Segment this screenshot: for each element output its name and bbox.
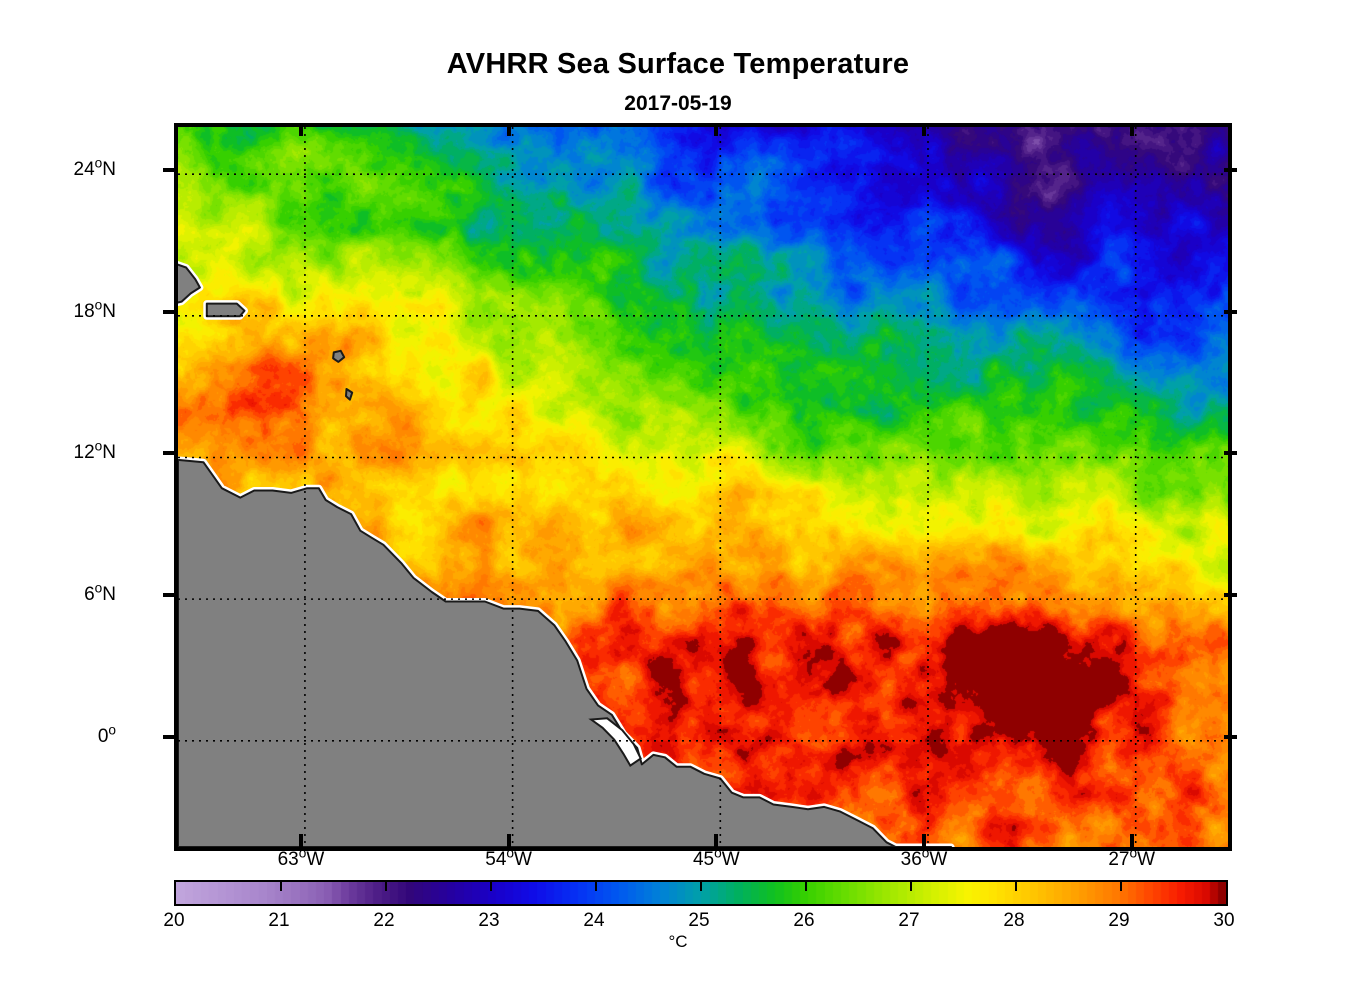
page-subtitle-date: 2017-05-19 — [624, 92, 732, 115]
x-axis-tick-mark-bottom — [506, 834, 511, 847]
colorbar-tick-mark — [490, 882, 492, 891]
x-axis-tick-mark-top — [714, 123, 719, 136]
colorbar-tick-mark — [1120, 882, 1122, 891]
y-axis-tick-label: 24oN — [73, 155, 116, 181]
colorbar-tick-label: 20 — [163, 910, 185, 931]
landmass-hispaniola — [178, 263, 201, 304]
colorbar-tick-mark — [700, 882, 702, 891]
landmass-puerto-rico — [205, 302, 246, 318]
y-axis-tick-mark — [163, 168, 176, 173]
x-axis-tick-mark-bottom — [298, 834, 303, 847]
colorbar-tick-mark — [280, 882, 282, 891]
x-axis-tick-label: 27oW — [1108, 845, 1156, 870]
colorbar-unit-label: °C — [668, 932, 688, 951]
y-axis-tick-label: 18oN — [73, 297, 116, 322]
colorbar-tick-label: 28 — [1003, 910, 1025, 931]
y-axis-tick-mark-right — [1224, 734, 1237, 739]
colorbar-tick-label: 25 — [688, 910, 710, 931]
colorbar-tick-mark — [805, 882, 807, 891]
y-axis-tick-mark — [163, 309, 176, 314]
y-axis-tick-label: 12oN — [73, 439, 116, 464]
x-axis-tick-mark-bottom — [714, 834, 719, 847]
y-axis-tick-mark — [163, 593, 176, 598]
colorbar-tick-label: 26 — [793, 910, 815, 931]
x-axis-tick-mark-bottom — [922, 834, 926, 847]
y-axis-tick-mark — [163, 451, 176, 456]
colorbar[interactable] — [174, 880, 1228, 906]
colorbar-gradient — [176, 882, 1226, 904]
landmass-guadeloupe — [332, 349, 346, 363]
map-plot-area[interactable] — [174, 123, 1232, 851]
x-axis-tick-mark-top — [1129, 123, 1134, 136]
x-axis-tick-label: 54oW — [485, 845, 532, 870]
y-axis-tick-mark-right — [1224, 593, 1237, 598]
colorbar-tick-label: 24 — [583, 910, 605, 931]
colorbar-tick-mark — [385, 882, 387, 891]
colorbar-tick-mark — [910, 882, 912, 891]
landmass-south-america — [178, 458, 953, 847]
colorbar-tick-label: 23 — [478, 910, 500, 931]
land-mask-layer — [178, 260, 955, 847]
x-axis-tick-label: 36oW — [900, 845, 948, 870]
landmass-martinique — [345, 388, 354, 401]
map-clip — [178, 127, 1228, 847]
x-axis-tick-mark-bottom — [1129, 834, 1134, 847]
colorbar-tick-mark — [595, 882, 597, 891]
x-axis-tick-label: 63oW — [277, 845, 325, 870]
amazon-estuary — [588, 717, 642, 768]
colorbar-tick-label: 21 — [268, 910, 290, 931]
colorbar-tick-label: 29 — [1108, 910, 1130, 931]
colorbar-tick-label: 30 — [1213, 910, 1235, 931]
y-axis-tick-label: 6oN — [84, 580, 116, 606]
colorbar-tick-label: 27 — [898, 910, 920, 931]
y-axis-tick-mark-right — [1224, 309, 1237, 314]
x-axis-tick-mark-top — [298, 123, 303, 136]
x-axis-tick-label: 45oW — [692, 845, 740, 870]
colorbar-tick-mark — [1015, 882, 1017, 891]
x-axis-tick-mark-top — [922, 123, 926, 136]
y-axis-tick-mark-right — [1224, 451, 1237, 456]
y-axis-tick-mark-right — [1224, 168, 1237, 173]
x-axis-tick-mark-top — [506, 123, 511, 136]
y-axis-tick-label: 0o — [97, 722, 116, 747]
y-axis-tick-mark — [163, 734, 176, 739]
colorbar-tick-label: 22 — [373, 910, 395, 931]
page-title: AVHRR Sea Surface Temperature — [446, 48, 910, 80]
graticule-layer — [178, 127, 1228, 847]
